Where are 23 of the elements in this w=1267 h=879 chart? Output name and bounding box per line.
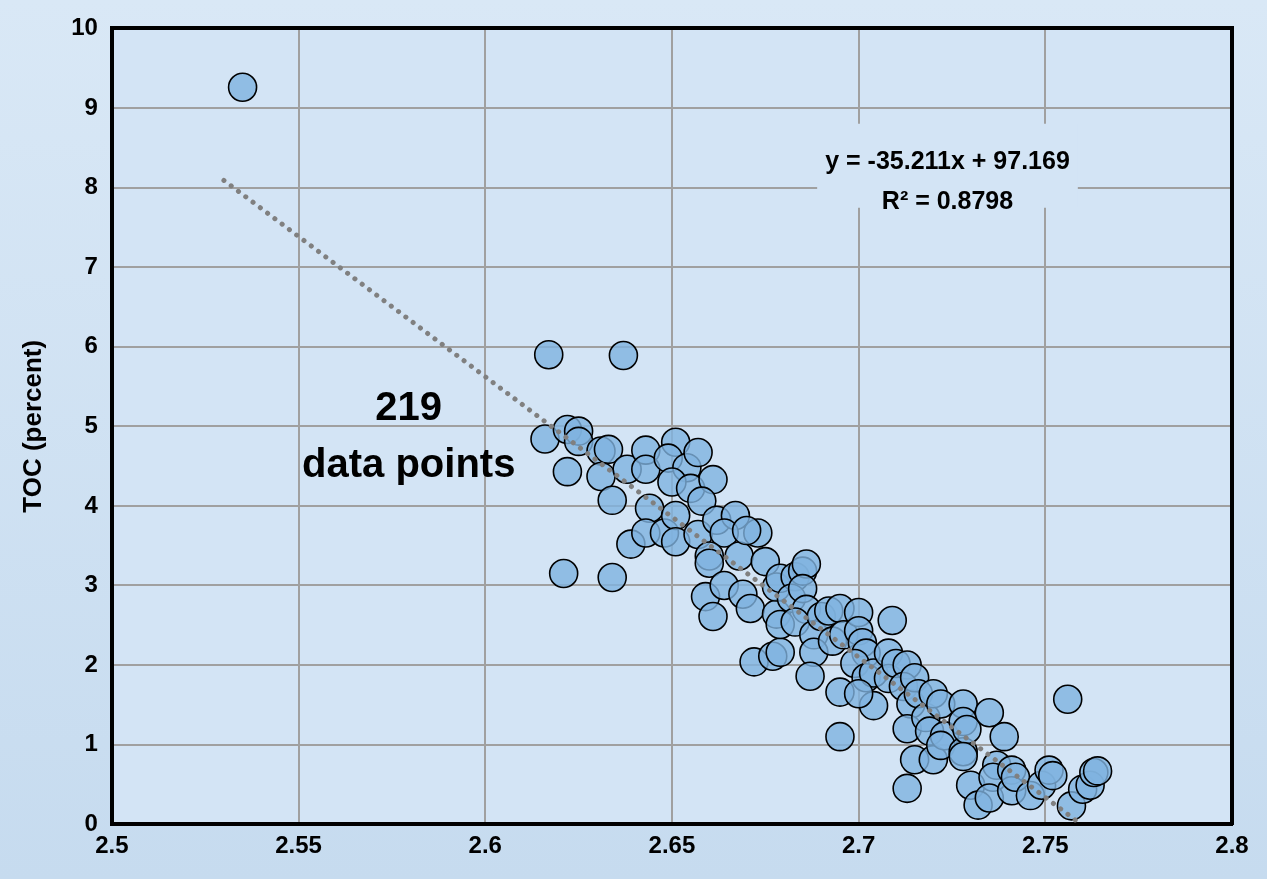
- y-tick-label: 10: [71, 13, 98, 41]
- y-tick-label: 0: [84, 808, 98, 836]
- x-tick-label: 2.75: [1021, 831, 1069, 859]
- x-tick-label: 2.7: [841, 831, 876, 859]
- annotation: y = -35.211x + 97.169: [825, 145, 1070, 174]
- y-tick-label: 8: [84, 172, 98, 200]
- x-tick-label: 2.6: [468, 831, 502, 859]
- annotation: 219: [375, 383, 443, 428]
- x-tick-label: 2.55: [275, 831, 322, 859]
- y-tick-label: 4: [84, 490, 99, 518]
- y-tick-label: 6: [84, 331, 98, 359]
- x-tick-label: 2.5: [95, 831, 129, 859]
- y-tick-label: 9: [84, 92, 98, 120]
- y-tick-label: 2: [84, 649, 98, 677]
- y-tick-label: 1: [84, 729, 98, 757]
- y-tick-label: 7: [84, 251, 98, 279]
- x-tick-label: 2.65: [648, 831, 696, 859]
- annotation: data points: [302, 441, 516, 486]
- x-tick-label: 2.8: [1215, 831, 1249, 859]
- y-axis-title: TOC (percent): [16, 339, 47, 513]
- y-tick-label: 3: [84, 570, 98, 598]
- annotation: R² = 0.8798: [881, 185, 1014, 214]
- y-tick-label: 5: [84, 410, 98, 438]
